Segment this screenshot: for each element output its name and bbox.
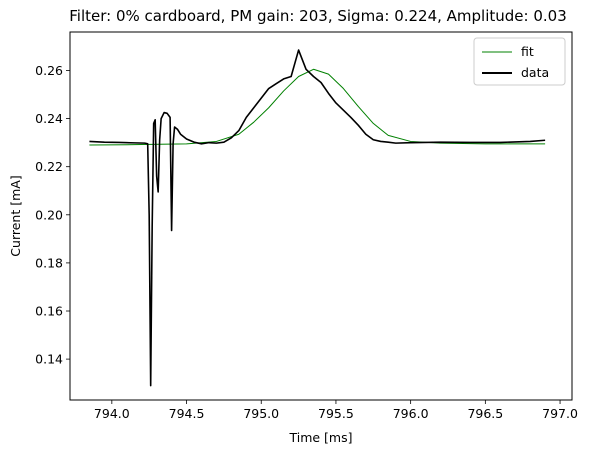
x-tick-label: 794.0 <box>94 406 130 421</box>
y-axis-label: Current [mA] <box>8 175 23 256</box>
chart-title: Filter: 0% cardboard, PM gain: 203, Sigm… <box>69 7 567 25</box>
x-tick-label: 795.5 <box>318 406 354 421</box>
legend-box <box>473 37 566 86</box>
x-axis-label: Time [ms] <box>288 430 352 445</box>
y-tick-label: 0.22 <box>35 159 63 174</box>
plot-frame <box>69 31 573 401</box>
y-tick-label: 0.20 <box>35 207 63 222</box>
y-tick-label: 0.18 <box>35 255 63 270</box>
y-tick-label: 0.16 <box>35 304 63 319</box>
x-tick-label: 797.0 <box>542 406 578 421</box>
series-layer <box>89 49 546 387</box>
x-tick-label: 795.0 <box>243 406 279 421</box>
legend-label-fit: fit <box>521 44 534 59</box>
y-tick-label: 0.26 <box>35 63 63 78</box>
x-axis: 794.0 794.5 795.0 795.5 796.0 796.5 797.0 <box>94 400 578 421</box>
x-tick-label: 796.0 <box>393 406 429 421</box>
y-axis: 0.14 0.16 0.18 0.20 0.22 0.24 0.26 <box>35 63 70 367</box>
y-tick-label: 0.14 <box>35 352 63 367</box>
series-line-data <box>89 49 546 387</box>
y-tick-label: 0.24 <box>35 111 63 126</box>
x-tick-label: 794.5 <box>169 406 205 421</box>
x-tick-label: 796.5 <box>467 406 503 421</box>
legend-label-data: data <box>521 65 549 80</box>
series-line-fit <box>89 68 546 146</box>
legend: fit data <box>473 37 566 86</box>
